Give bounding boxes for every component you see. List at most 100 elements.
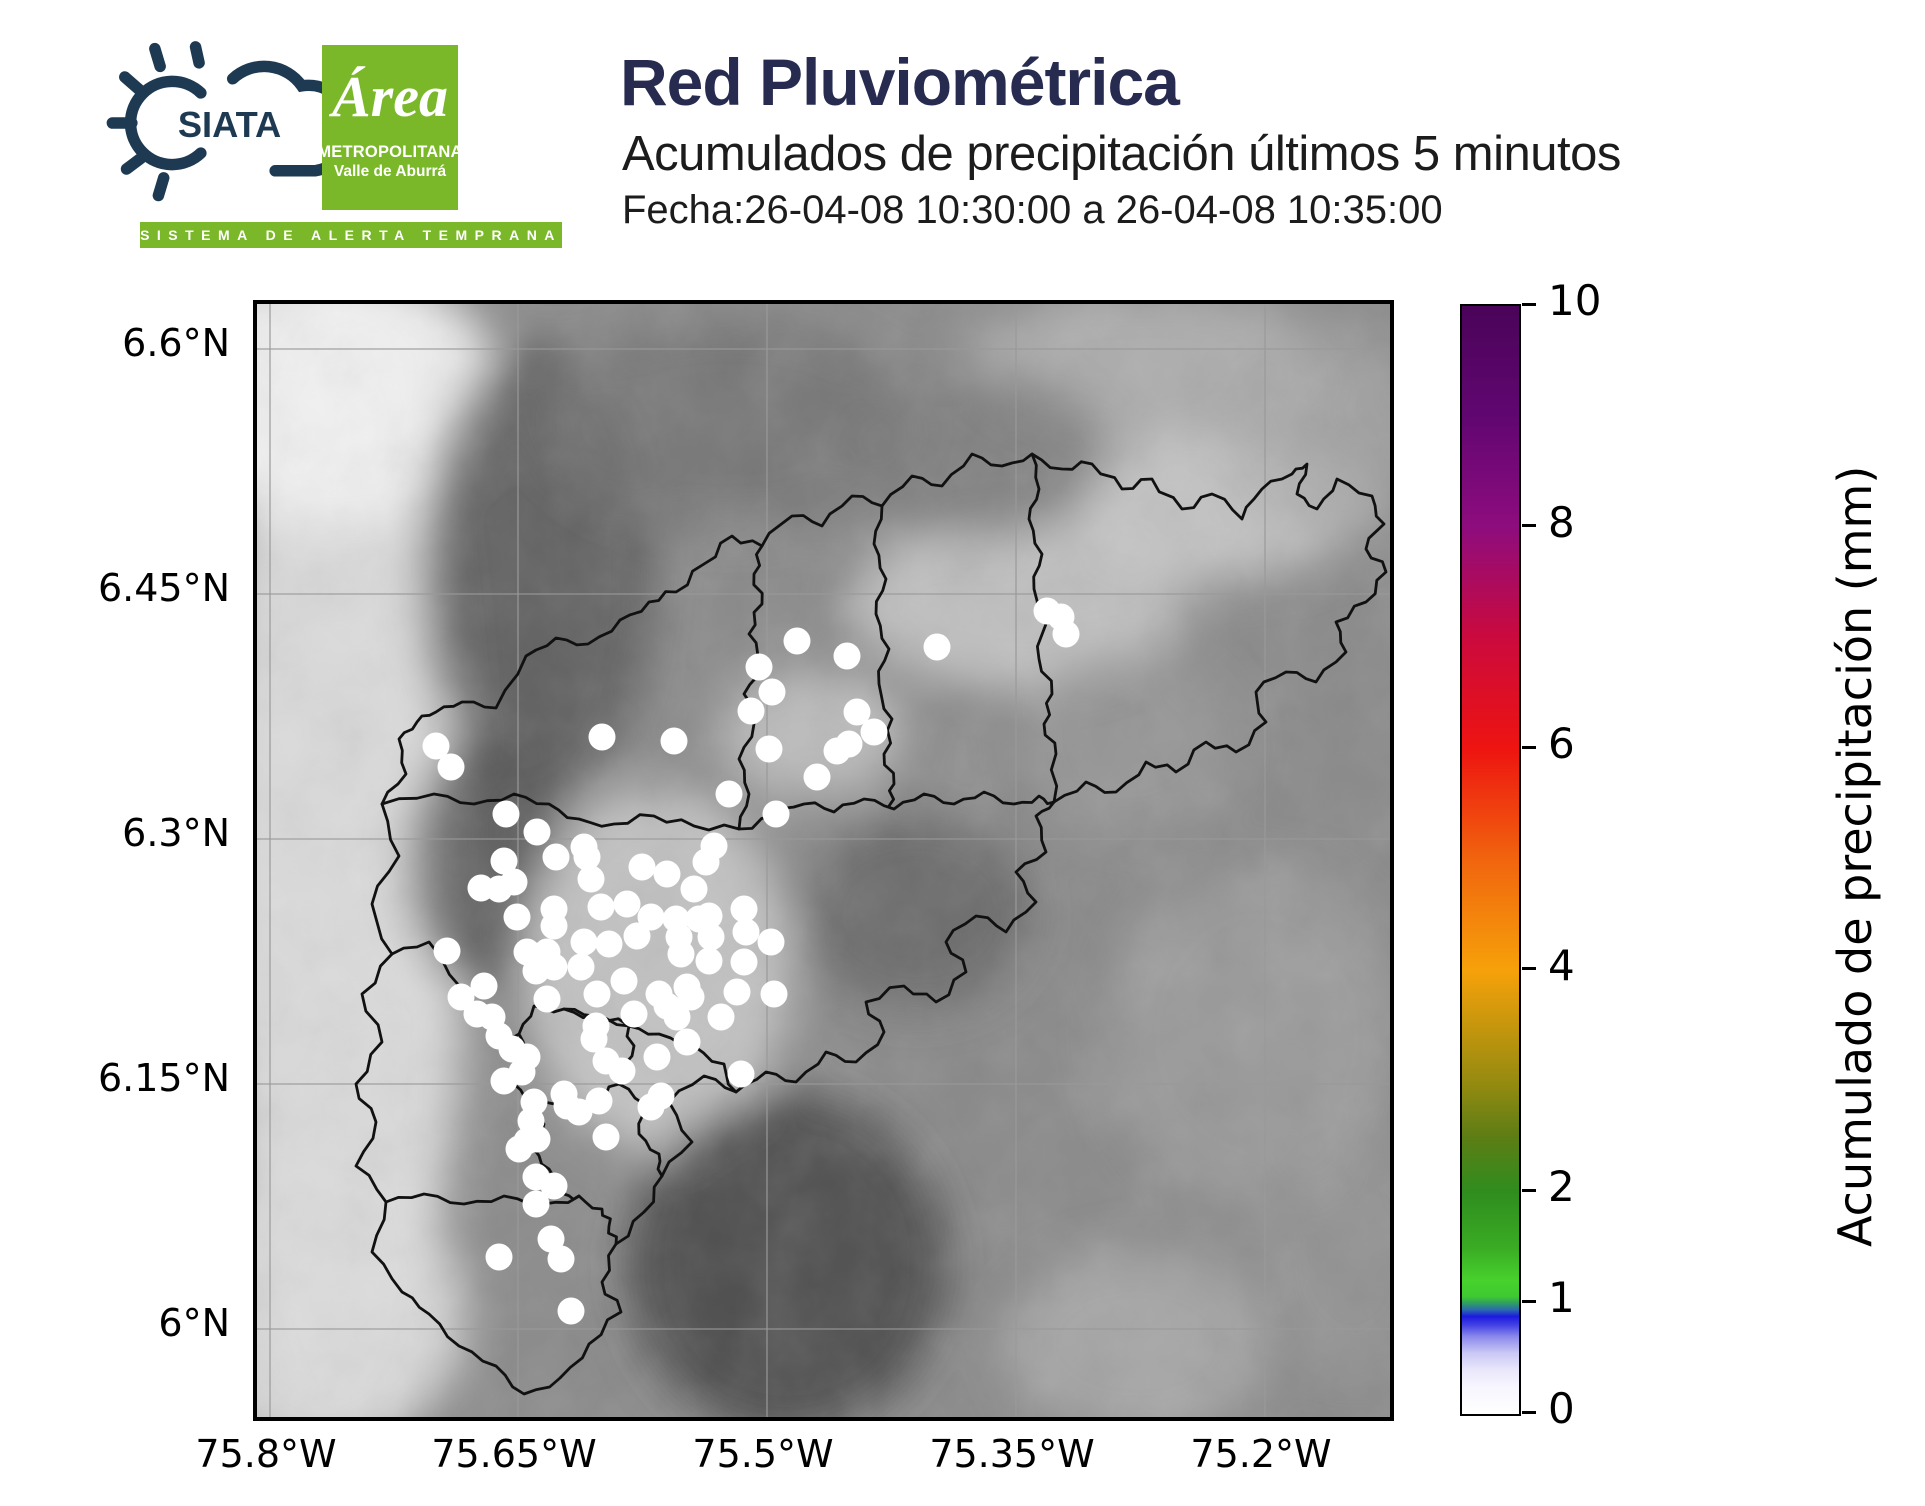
station-dot: [588, 723, 616, 751]
x-tick-label: 75.8°W: [195, 1432, 337, 1476]
station-dot: [732, 918, 760, 946]
terrain-map: [257, 304, 1390, 1417]
station-dot: [677, 983, 705, 1011]
station-dot: [540, 912, 568, 940]
station-dot: [923, 633, 951, 661]
station-dot: [663, 1003, 691, 1031]
station-dot: [540, 1172, 568, 1200]
station-dot: [623, 922, 651, 950]
y-tick-label: 6.6°N: [122, 321, 230, 365]
colorbar-tick-label: 4: [1548, 940, 1575, 990]
station-dot: [695, 947, 723, 975]
station-dot: [643, 1043, 671, 1071]
station-dot: [547, 1245, 575, 1273]
station-dot: [567, 953, 595, 981]
station-dot: [533, 985, 561, 1013]
station-dot: [673, 1028, 701, 1056]
station-dot: [557, 1297, 585, 1325]
station-dot: [1052, 620, 1080, 648]
colorbar-tick-label: 0: [1548, 1384, 1575, 1433]
x-tick-label: 75.5°W: [692, 1432, 834, 1476]
station-dot: [860, 718, 888, 746]
station-dot: [540, 953, 568, 981]
station-dot: [570, 928, 598, 956]
colorbar-axis-label: Acumulado de precipitación (mm): [1828, 465, 1882, 1248]
station-dot: [490, 847, 518, 875]
station-dot: [680, 875, 708, 903]
station-dot: [737, 697, 765, 725]
colorbar-tick-mark: [1522, 1410, 1536, 1414]
x-tick-label: 75.65°W: [431, 1432, 597, 1476]
y-tick-label: 6.3°N: [122, 811, 230, 855]
header: SIATA Área METROPOLITANA Valle de Aburrá…: [0, 0, 1925, 270]
colorbar-tick-mark: [1522, 1299, 1536, 1303]
station-dot: [843, 698, 871, 726]
station-dot: [667, 940, 695, 968]
station-dot: [595, 930, 623, 958]
page-title: Red Pluviométrica: [620, 45, 1180, 119]
station-dot: [447, 983, 475, 1011]
station-dot: [660, 727, 688, 755]
station-dot: [715, 780, 743, 808]
date-range: Fecha:26-04-08 10:30:00 a 26-04-08 10:35…: [622, 188, 1443, 232]
x-tick-label: 75.2°W: [1190, 1432, 1332, 1476]
siata-logo-text: SIATA: [178, 104, 281, 145]
station-dot: [422, 732, 450, 760]
station-dot: [730, 948, 758, 976]
station-dot: [755, 735, 783, 763]
colorbar-tick-mark: [1522, 1188, 1536, 1192]
station-dot: [585, 1087, 613, 1115]
colorbar-tick-label: 8: [1548, 497, 1575, 547]
colorbar-tick-mark: [1522, 524, 1536, 528]
station-dot: [610, 967, 638, 995]
map-plot-area: [253, 300, 1394, 1421]
amva-valle-text: Valle de Aburrá: [333, 163, 447, 180]
station-dot: [437, 753, 465, 781]
station-dot: [537, 1225, 565, 1253]
amva-script-text: Área: [332, 64, 448, 129]
graticule-lines: [257, 304, 1390, 1417]
station-dot: [573, 843, 601, 871]
station-dot: [565, 1098, 593, 1126]
station-dot: [692, 848, 720, 876]
station-dot: [695, 902, 723, 930]
station-dot: [485, 1243, 513, 1271]
station-dot: [833, 642, 861, 670]
boundary-metro-outer: [354, 452, 1388, 1396]
y-tick-label: 6°N: [158, 1301, 230, 1345]
x-tick-label: 75.35°W: [929, 1432, 1095, 1476]
boundary-bello-copacabana-line: [737, 544, 764, 831]
station-dot: [613, 890, 641, 918]
station-dot: [758, 678, 786, 706]
colorbar-tick-mark: [1522, 745, 1536, 749]
station-dot: [760, 980, 788, 1008]
station-dot: [522, 1190, 550, 1218]
terrain-noise: [257, 304, 1390, 1417]
station-dot: [628, 853, 656, 881]
colorbar-tick-label: 2: [1548, 1162, 1575, 1212]
colorbar-tick-mark: [1522, 302, 1536, 306]
station-dot: [492, 800, 520, 828]
station-dot: [508, 1058, 536, 1086]
station-dot: [823, 737, 851, 765]
station-dot: [647, 1082, 675, 1110]
station-dot: [707, 1003, 735, 1031]
station-dot: [580, 1025, 608, 1053]
station-dot: [470, 972, 498, 1000]
station-dot: [523, 818, 551, 846]
colorbar-tick-label: 10: [1548, 276, 1602, 325]
station-dot: [485, 875, 513, 903]
station-dot: [762, 800, 790, 828]
colorbar: [1460, 304, 1521, 1416]
station-dot: [542, 843, 570, 871]
station-dot: [592, 1123, 620, 1151]
station-dot: [577, 865, 605, 893]
station-dot: [757, 928, 785, 956]
station-dot: [505, 1135, 533, 1163]
colorbar-tick-label: 6: [1548, 719, 1575, 769]
y-tick-label: 6.45°N: [97, 566, 230, 610]
station-dot: [637, 903, 665, 931]
amva-metropolitana-text: METROPOLITANA: [317, 143, 463, 161]
station-dot: [503, 903, 531, 931]
station-dot: [620, 1000, 648, 1028]
